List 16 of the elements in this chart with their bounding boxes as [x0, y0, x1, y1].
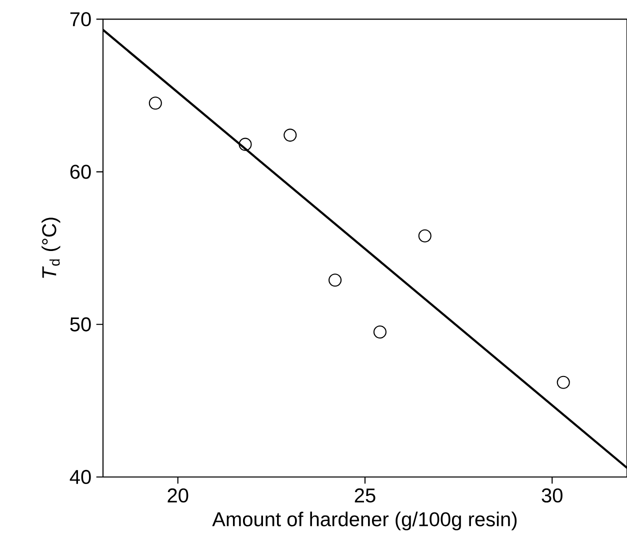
x-tick-label: 25	[354, 488, 376, 503]
point	[148, 96, 162, 110]
x-tick-label: 30	[542, 488, 562, 503]
y-tick-label: 40	[70, 470, 91, 484]
point	[373, 325, 387, 339]
point	[238, 138, 252, 151]
y-tick-label: 60	[70, 164, 91, 179]
point	[556, 376, 570, 389]
point	[418, 229, 432, 242]
x-axis-title: Amount of hardener (g/100g resin)	[212, 512, 517, 530]
x-tick-label: 20	[168, 488, 188, 503]
y-tick-label: 70	[70, 12, 91, 26]
point	[284, 128, 297, 142]
y-axis-title: T$_{d}$ (°C)	[42, 218, 60, 278]
y-tick-label: 50	[70, 317, 91, 332]
point	[328, 274, 342, 287]
